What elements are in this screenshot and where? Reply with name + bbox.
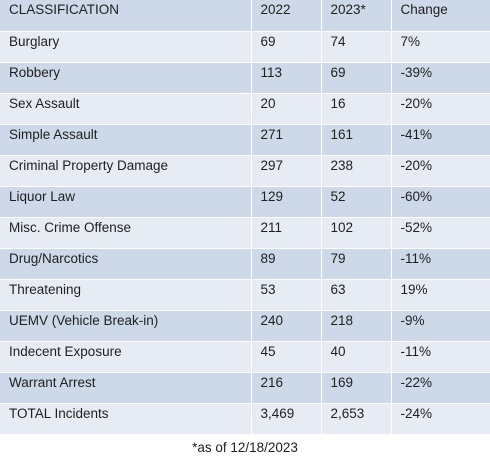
table-row: Indecent Exposure 45 40 -11% bbox=[0, 341, 490, 373]
table-row: Misc. Crime Offense 211 102 -52% bbox=[0, 217, 490, 249]
cell-change: -11% bbox=[391, 341, 490, 373]
cell-change: -24% bbox=[391, 403, 490, 435]
header-2023: 2023* bbox=[321, 0, 392, 32]
cell-2022: 3,469 bbox=[251, 403, 322, 435]
cell-change: -60% bbox=[391, 186, 490, 218]
table-row: Criminal Property Damage 297 238 -20% bbox=[0, 155, 490, 187]
cell-2022: 69 bbox=[251, 31, 322, 63]
cell-2022: 20 bbox=[251, 93, 322, 125]
cell-change: -22% bbox=[391, 372, 490, 404]
cell-classification: Burglary bbox=[0, 31, 252, 63]
cell-2023: 52 bbox=[321, 186, 392, 218]
cell-classification: Sex Assault bbox=[0, 93, 252, 125]
table-row-total: TOTAL Incidents 3,469 2,653 -24% bbox=[0, 403, 490, 435]
table-row: Simple Assault 271 161 -41% bbox=[0, 124, 490, 156]
cell-classification: Drug/Narcotics bbox=[0, 248, 252, 280]
cell-classification: UEMV (Vehicle Break-in) bbox=[0, 310, 252, 342]
cell-2023: 63 bbox=[321, 279, 392, 311]
table-row: Threatening 53 63 19% bbox=[0, 279, 490, 311]
table-row: Sex Assault 20 16 -20% bbox=[0, 93, 490, 125]
cell-2023: 40 bbox=[321, 341, 392, 373]
table-header-row: CLASSIFICATION 2022 2023* Change bbox=[0, 0, 490, 32]
header-2022: 2022 bbox=[251, 0, 322, 32]
cell-2022: 89 bbox=[251, 248, 322, 280]
cell-2022: 129 bbox=[251, 186, 322, 218]
cell-2023: 218 bbox=[321, 310, 392, 342]
cell-2022: 297 bbox=[251, 155, 322, 187]
cell-classification: Criminal Property Damage bbox=[0, 155, 252, 187]
cell-change: -39% bbox=[391, 62, 490, 94]
table-row: UEMV (Vehicle Break-in) 240 218 -9% bbox=[0, 310, 490, 342]
cell-classification: TOTAL Incidents bbox=[0, 403, 252, 435]
cell-2023: 16 bbox=[321, 93, 392, 125]
table-row: Robbery 113 69 -39% bbox=[0, 62, 490, 94]
cell-classification: Simple Assault bbox=[0, 124, 252, 156]
cell-classification: Warrant Arrest bbox=[0, 372, 252, 404]
crime-statistics-table: CLASSIFICATION 2022 2023* Change Burglar… bbox=[0, 0, 490, 435]
cell-change: 19% bbox=[391, 279, 490, 311]
footnote: *as of 12/18/2023 bbox=[192, 440, 298, 455]
table-row: Liquor Law 129 52 -60% bbox=[0, 186, 490, 218]
cell-2023: 69 bbox=[321, 62, 392, 94]
cell-classification: Misc. Crime Offense bbox=[0, 217, 252, 249]
cell-2023: 161 bbox=[321, 124, 392, 156]
cell-classification: Indecent Exposure bbox=[0, 341, 252, 373]
table-row: Drug/Narcotics 89 79 -11% bbox=[0, 248, 490, 280]
cell-classification: Liquor Law bbox=[0, 186, 252, 218]
cell-change: 7% bbox=[391, 31, 490, 63]
table-row: Burglary 69 74 7% bbox=[0, 31, 490, 63]
cell-2023: 102 bbox=[321, 217, 392, 249]
cell-2022: 53 bbox=[251, 279, 322, 311]
cell-2022: 216 bbox=[251, 372, 322, 404]
cell-2023: 2,653 bbox=[321, 403, 392, 435]
cell-change: -52% bbox=[391, 217, 490, 249]
header-change: Change bbox=[391, 0, 490, 32]
cell-2023: 169 bbox=[321, 372, 392, 404]
cell-2023: 79 bbox=[321, 248, 392, 280]
cell-2022: 271 bbox=[251, 124, 322, 156]
cell-change: -20% bbox=[391, 93, 490, 125]
cell-change: -11% bbox=[391, 248, 490, 280]
cell-change: -9% bbox=[391, 310, 490, 342]
table-row: Warrant Arrest 216 169 -22% bbox=[0, 372, 490, 404]
cell-2023: 74 bbox=[321, 31, 392, 63]
cell-classification: Threatening bbox=[0, 279, 252, 311]
header-classification: CLASSIFICATION bbox=[0, 0, 252, 32]
cell-2022: 45 bbox=[251, 341, 322, 373]
cell-2023: 238 bbox=[321, 155, 392, 187]
cell-change: -41% bbox=[391, 124, 490, 156]
cell-classification: Robbery bbox=[0, 62, 252, 94]
cell-2022: 211 bbox=[251, 217, 322, 249]
cell-2022: 240 bbox=[251, 310, 322, 342]
cell-change: -20% bbox=[391, 155, 490, 187]
cell-2022: 113 bbox=[251, 62, 322, 94]
